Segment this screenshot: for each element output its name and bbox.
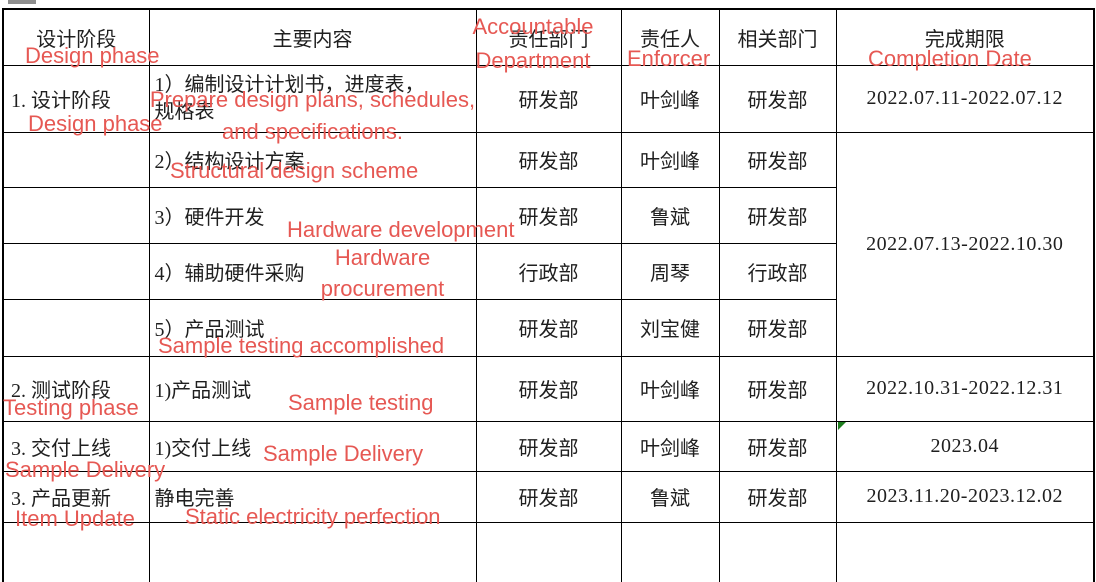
cell-deadline[interactable]: 2022.10.31-2022.12.31 [835,355,1095,422]
cell-content[interactable]: 2）结构设计方案 [148,131,477,188]
cell-person[interactable]: 鲁斌 [620,470,720,523]
cell-person[interactable]: 刘宝健 [620,298,720,357]
header-design-phase[interactable]: 设计阶段 [2,8,150,66]
cell-content[interactable]: 静电完善 [148,470,477,523]
table-row: 2. 测试阶段 1)产品测试 研发部 叶剑峰 研发部 2022.10.31-20… [2,355,1095,422]
cell-related[interactable]: 研发部 [718,470,837,523]
cell-dept[interactable]: 行政部 [475,242,622,300]
cell-content[interactable]: 5）产品测试 [148,298,477,357]
table-row: 1. 设计阶段 1）编制设计计划书，进度表， 规格表 研发部 叶剑峰 研发部 2… [2,64,1095,133]
cell-dept[interactable]: 研发部 [475,186,622,244]
header-row: 设计阶段 主要内容 责任部门 责任人 相关部门 完成期限 [2,8,1095,66]
cell-dept[interactable]: 研发部 [475,420,622,472]
cell-related[interactable]: 研发部 [718,420,837,472]
table-row: 3. 产品更新 静电完善 研发部 鲁斌 研发部 2023.11.20-2023.… [2,470,1095,523]
cell-person[interactable]: 周琴 [620,242,720,300]
table-row: 2）结构设计方案 研发部 叶剑峰 研发部 2022.07.13-2022.10.… [2,131,1095,357]
cell-empty[interactable] [620,521,720,582]
cell-person[interactable]: 叶剑峰 [620,420,720,472]
cell-empty[interactable] [718,521,837,582]
cell-person[interactable]: 鲁斌 [620,186,720,244]
cell-deadline-merged[interactable]: 2022.07.13-2022.10.30 [835,131,1095,357]
cell-related[interactable]: 研发部 [718,186,837,244]
cell-empty[interactable] [835,521,1095,582]
design-schedule-table: 设计阶段 主要内容 责任部门 责任人 相关部门 完成期限 1. 设计阶段 1）编… [2,8,1095,582]
cell-related[interactable]: 研发部 [718,131,837,188]
cell-person[interactable]: 叶剑峰 [620,131,720,188]
cell-dept[interactable]: 研发部 [475,131,622,188]
cell-empty[interactable] [2,521,150,582]
cropped-row-artifact [8,0,36,4]
cell-related[interactable]: 研发部 [718,355,837,422]
cell-person[interactable]: 叶剑峰 [620,355,720,422]
header-enforcer[interactable]: 责任人 [620,8,720,66]
cell-related[interactable]: 行政部 [718,242,837,300]
table-row: 3. 交付上线 1)交付上线 研发部 叶剑峰 研发部 2023.04 [2,420,1095,472]
header-completion-date[interactable]: 完成期限 [835,8,1095,66]
cell-deadline[interactable]: 2022.07.11-2022.07.12 [835,64,1095,133]
cell-dept[interactable]: 研发部 [475,64,622,133]
comment-marker-icon [838,422,846,430]
cell-empty[interactable] [475,521,622,582]
cell-phase-empty[interactable] [2,131,150,188]
cell-dept[interactable]: 研发部 [475,355,622,422]
cell-dept[interactable]: 研发部 [475,298,622,357]
cell-phase-empty[interactable] [2,242,150,300]
table-row: 5）产品测试 研发部 刘宝健 研发部 [2,298,1094,357]
cell-content[interactable]: 4）辅助硬件采购 [148,242,477,300]
header-accountable-dept[interactable]: 责任部门 [475,8,622,66]
cell-related[interactable]: 研发部 [718,64,837,133]
cell-phase[interactable]: 1. 设计阶段 [2,64,150,133]
cell-content[interactable]: 1)交付上线 [148,420,477,472]
cell-deadline[interactable]: 2023.04 [835,420,1095,472]
table-row: 4）辅助硬件采购 行政部 周琴 行政部 [2,242,1094,300]
cell-phase[interactable]: 3. 产品更新 [2,470,150,523]
header-related-dept[interactable]: 相关部门 [718,8,837,66]
cell-dept[interactable]: 研发部 [475,470,622,523]
header-main-content[interactable]: 主要内容 [148,8,477,66]
content-line-1: 1）编制设计计划书，进度表， [154,73,425,96]
cell-empty[interactable] [148,521,477,582]
cell-phase-empty[interactable] [2,186,150,244]
cell-content[interactable]: 1)产品测试 [148,355,477,422]
cell-phase[interactable]: 3. 交付上线 [2,420,150,472]
cell-related[interactable]: 研发部 [718,298,837,357]
cell-phase[interactable]: 2. 测试阶段 [2,355,150,422]
content-line-2: 规格表 [154,100,215,123]
cell-content[interactable]: 3）硬件开发 [148,186,477,244]
table-row-empty [2,521,1095,582]
cell-deadline[interactable]: 2023.11.20-2023.12.02 [835,470,1095,523]
cell-content[interactable]: 1）编制设计计划书，进度表， 规格表 [148,64,477,133]
cell-person[interactable]: 叶剑峰 [620,64,720,133]
cell-phase-empty[interactable] [2,298,150,357]
